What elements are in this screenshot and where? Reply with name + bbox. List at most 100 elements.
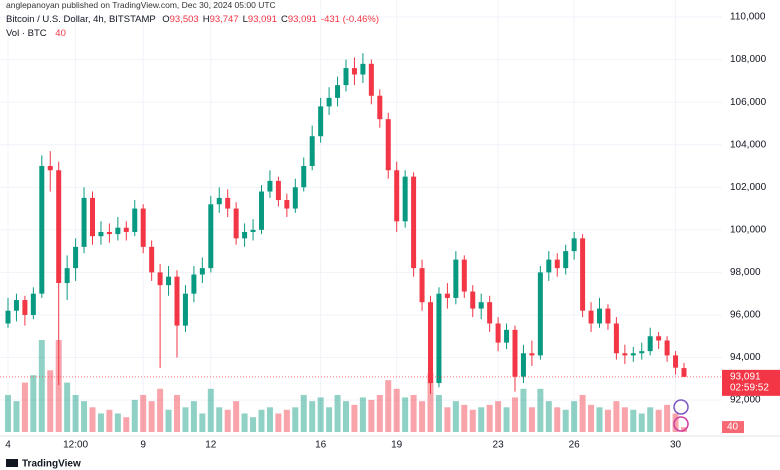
volume-bar <box>55 340 62 432</box>
volume-bar <box>402 397 409 432</box>
volume-bar <box>621 407 628 432</box>
legend-value: 93,503 <box>169 14 199 25</box>
icon-button <box>673 416 689 432</box>
volume-bar <box>334 394 341 432</box>
volume-bar <box>393 388 400 432</box>
candle-body <box>242 231 248 239</box>
volume-bar <box>672 413 679 432</box>
y-tick-label: 102,000 <box>730 182 767 193</box>
candle-body <box>487 302 493 324</box>
volume-bar <box>199 413 206 432</box>
volume-bar <box>190 401 197 432</box>
x-tick-label: 16 <box>315 440 327 451</box>
candle-body <box>428 302 433 384</box>
candle-body <box>351 68 357 75</box>
candle-body <box>461 259 467 292</box>
candle-body <box>639 351 645 354</box>
y-tick-label: 110,000 <box>730 12 766 23</box>
volume-bar <box>5 394 11 432</box>
volume-bar <box>664 404 671 432</box>
candle-body <box>250 229 256 232</box>
volume-bar <box>182 407 189 432</box>
icon-button <box>673 399 689 415</box>
y-tick-label: 96,000 <box>730 310 761 321</box>
volume-bar <box>30 375 37 432</box>
candle-body <box>216 197 222 205</box>
candle-body <box>478 302 484 309</box>
y-tick-label: 98,000 <box>730 267 761 278</box>
volume-bar <box>106 409 113 432</box>
last-price-badge <box>722 369 780 396</box>
candle-body <box>343 68 349 86</box>
candle-body <box>5 310 11 324</box>
countdown: 02:59:52 <box>730 383 769 394</box>
legend-key: O <box>162 14 170 25</box>
x-tick-label: 4 <box>5 440 11 451</box>
volume-bar <box>630 409 637 432</box>
candle-body <box>149 246 155 273</box>
candle-body <box>504 329 510 343</box>
volume-bar <box>241 413 248 432</box>
candle-body <box>106 231 112 235</box>
candle-body <box>309 136 315 166</box>
volume-bar <box>47 370 54 432</box>
volume-bar <box>207 388 214 432</box>
published-line: anglepanoyan published on TradingView.co… <box>6 0 276 10</box>
candle-body <box>444 293 450 298</box>
volume-bar <box>512 397 518 432</box>
volume-bar <box>537 388 544 432</box>
x-tick-label: 12 <box>205 440 217 451</box>
volume-bar <box>452 401 459 432</box>
y-tick-label: 100,000 <box>730 224 767 235</box>
volume-bar <box>38 340 45 432</box>
candle-body <box>453 259 459 298</box>
last-price-label: 93,091 <box>730 372 761 383</box>
volume-bar <box>528 407 535 432</box>
volume-bar <box>89 407 96 432</box>
candle-body <box>174 276 180 326</box>
volume-bar <box>461 404 468 432</box>
x-tick-label: 9 <box>140 440 146 451</box>
volume-bar <box>545 401 552 432</box>
candle-body <box>73 246 79 269</box>
ohlc-legend: Bitcoin / U.S. Dollar, 4h, BITSTAMP O93,… <box>6 14 379 25</box>
candle-body <box>47 165 53 171</box>
volume-bar <box>419 401 426 432</box>
volume-bar <box>283 409 290 432</box>
volume-bar <box>427 372 434 432</box>
candle-body <box>39 165 45 294</box>
volume-bar <box>444 407 451 432</box>
candle-body <box>571 238 577 252</box>
legend-key: C <box>280 14 288 25</box>
candle-body <box>22 300 28 315</box>
candle-body <box>411 176 417 269</box>
volume-bar <box>571 401 578 432</box>
candle-body <box>537 272 543 356</box>
volume-bar <box>165 409 172 432</box>
volume-legend: Vol · BTC 40 <box>6 28 66 39</box>
brand-name: TradingView <box>22 459 81 470</box>
volume-bar <box>275 413 282 432</box>
candle-body <box>267 180 273 192</box>
candle-body <box>90 197 95 237</box>
x-tick-label: 12:00 <box>63 440 88 451</box>
volume-bar <box>317 397 324 432</box>
candle-body <box>554 259 560 269</box>
volume-bar <box>503 407 510 432</box>
volume-bar <box>326 407 333 432</box>
candle-body <box>622 353 628 356</box>
candle-body <box>318 106 324 137</box>
volume-bar <box>588 404 595 432</box>
volume-badge <box>722 421 744 434</box>
candle-body <box>385 119 391 171</box>
volume-bar <box>486 404 493 432</box>
volume-bar <box>638 413 645 432</box>
candle-body <box>360 63 366 75</box>
legend-value: 93,091 <box>287 14 317 25</box>
candle-body <box>166 276 172 286</box>
candle-body <box>98 231 104 237</box>
legend-value: 93,747 <box>209 14 239 25</box>
symbol: Bitcoin / U.S. Dollar, 4h, BITSTAMP <box>6 14 156 25</box>
candle-body <box>613 323 619 354</box>
